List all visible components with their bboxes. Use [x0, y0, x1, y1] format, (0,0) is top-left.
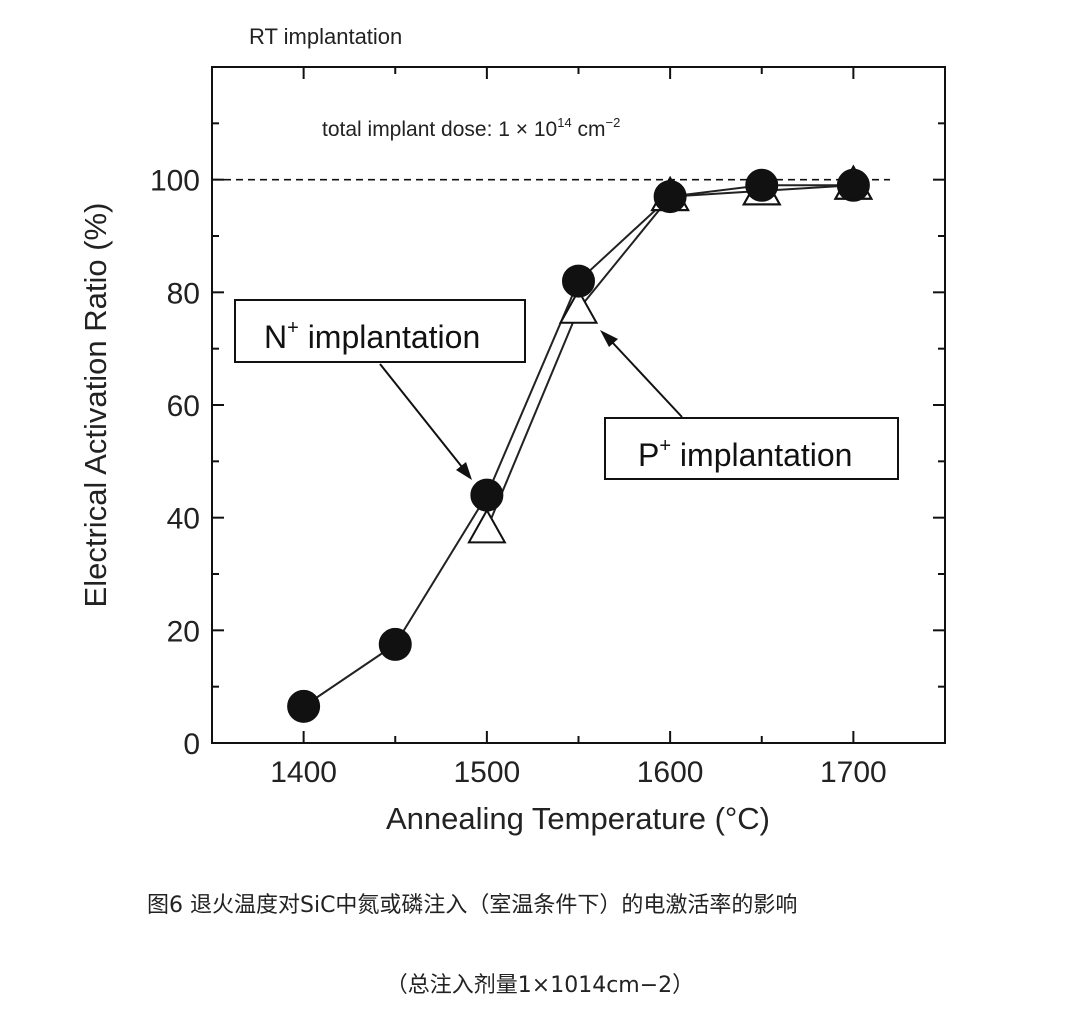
x-tick-label: 1600 [637, 756, 704, 789]
y-axis-label: Electrical Activation Ratio (%) [78, 203, 113, 608]
n-data-point [562, 264, 595, 298]
x-axis-label: Annealing Temperature (°C) [386, 801, 770, 836]
x-tick-label: 1500 [454, 756, 521, 789]
y-tick-label: 80 [167, 277, 200, 310]
figure-caption-dose: （总注入剂量1×1014cm−2） [385, 973, 695, 998]
n-arrow-head [456, 462, 472, 480]
y-tick-label: 60 [167, 390, 200, 423]
series-markers [287, 164, 874, 723]
svg-text:P+ implantation: P+ implantation [638, 435, 852, 473]
n-callout-arrow [379, 363, 463, 468]
plot-frame [211, 66, 946, 744]
p-callout-arrow [611, 341, 683, 418]
y-tick-label: 40 [167, 503, 200, 536]
dose-annotation: total implant dose: 1 × 1014 cm−2 [322, 115, 620, 141]
y-tick-label: 0 [183, 728, 200, 761]
p-data-point [467, 508, 507, 544]
figure-caption: 图6 退火温度对SiC中氮或磷注入（室温条件下）的电激活率的影响 [147, 893, 798, 918]
p-data-point [558, 288, 599, 324]
axis-ticks [212, 66, 945, 744]
n-data-point [287, 689, 321, 723]
x-tick-label: 1400 [270, 756, 337, 789]
svg-text:N+ implantation: N+ implantation [264, 317, 480, 355]
y-tick-label: 100 [150, 165, 200, 198]
p-arrow-head [600, 330, 618, 347]
tick-labels: 0 20 40 60 80 100 1400 1500 1600 1700 [150, 165, 887, 789]
p-data-point-overlay [650, 175, 690, 212]
x-tick-label: 1700 [820, 756, 887, 789]
header-label: RT implantation [249, 24, 402, 49]
p-data-point-overlay [742, 170, 782, 206]
n-data-point [745, 168, 779, 202]
y-tick-label: 20 [167, 615, 200, 648]
n-data-point [836, 168, 870, 202]
p-implantation-callout: P+ implantation [600, 330, 899, 480]
n-data-point [470, 478, 504, 512]
p-data-point-overlay [833, 164, 874, 200]
n-implantation-callout: N+ implantation [234, 299, 526, 480]
activation-chart: RT implantation 0 20 40 60 80 100 1400 1500 1600… [78, 24, 946, 836]
n-data-point [378, 627, 412, 661]
n-data-point [653, 180, 687, 214]
